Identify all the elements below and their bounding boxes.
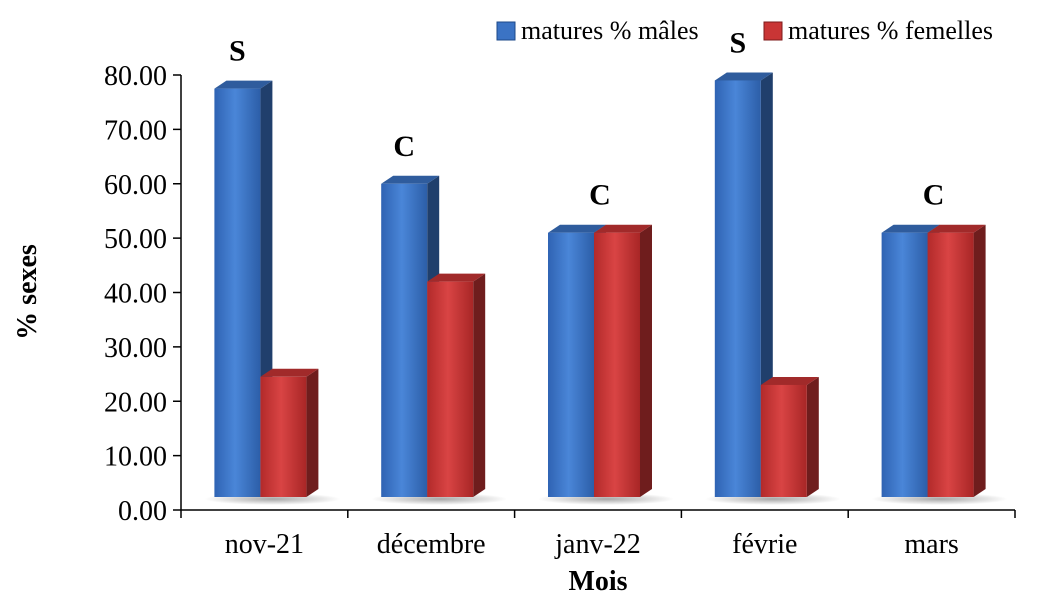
y-tick-label: 50.00 — [104, 224, 167, 255]
x-tick-label: janv-22 — [554, 529, 641, 560]
y-tick-label: 20.00 — [104, 387, 167, 418]
bar-top-face — [760, 376, 819, 385]
bar-top-face — [594, 224, 652, 233]
x-axis-ticks: nov-21 décembre janv-22 févrie mars — [180, 510, 1016, 560]
x-tick-label: nov-21 — [225, 529, 304, 560]
bar-side-face — [973, 224, 986, 497]
legend-swatch-males — [496, 21, 516, 41]
bar-front-face — [760, 384, 807, 497]
significance-label: C — [589, 179, 611, 212]
bar-front-face — [927, 232, 974, 497]
bar-top-face — [427, 273, 486, 282]
y-tick-label: 30.00 — [104, 333, 167, 364]
bar-front-face — [427, 281, 474, 497]
y-axis-title: % sexes — [12, 244, 43, 340]
y-axis-ticks: 0.00 10.00 20.00 30.00 40.00 50.00 60.00 70.00 8… — [104, 61, 181, 527]
bar-front-face — [381, 183, 428, 497]
significance-label: C — [923, 179, 945, 212]
bar-top-face — [260, 368, 319, 377]
bar — [594, 224, 652, 497]
significance-label: S — [729, 26, 746, 59]
bar — [760, 376, 819, 497]
bar-side-face — [640, 224, 652, 497]
y-tick-label: 70.00 — [104, 115, 167, 146]
bar-top-face — [548, 224, 606, 233]
bar-side-face — [806, 376, 819, 497]
y-tick-label: 10.00 — [104, 442, 167, 473]
y-tick-label: 80.00 — [104, 61, 167, 92]
significance-annotations: S C C S C — [229, 26, 944, 211]
x-tick-label: décembre — [377, 529, 486, 560]
x-tick-label: mars — [904, 529, 958, 560]
legend-item-females: matures % femelles — [763, 16, 993, 45]
bar-top-face — [381, 175, 440, 184]
significance-label: C — [393, 130, 415, 163]
bar-front-face — [260, 376, 307, 497]
bar-top-face — [881, 224, 940, 233]
bar-front-face — [714, 80, 761, 497]
bar — [927, 224, 986, 497]
y-tick-label: 40.00 — [104, 279, 167, 310]
y-tick-label: 0.00 — [118, 496, 167, 527]
legend-label-females: matures % femelles — [788, 16, 993, 45]
legend-swatch-females — [763, 21, 783, 41]
bar-front-face — [881, 232, 928, 497]
bar-side-face — [306, 368, 319, 497]
legend-item-males: matures % mâles — [496, 16, 699, 45]
bar-front-face — [548, 232, 594, 497]
legend-label-males: matures % mâles — [521, 16, 699, 45]
bar — [427, 273, 486, 497]
bar — [260, 368, 319, 497]
bar-top-face — [214, 80, 273, 89]
legend: matures % mâles matures % femelles — [496, 16, 993, 45]
y-tick-label: 60.00 — [104, 170, 167, 201]
bar-top-face — [927, 224, 986, 233]
x-tick-label: févrie — [732, 529, 797, 560]
bar-side-face — [473, 273, 486, 497]
bar-front-face — [214, 88, 261, 497]
x-axis-title: Mois — [568, 566, 627, 597]
significance-label: S — [229, 35, 246, 68]
bar-top-face — [714, 72, 773, 81]
bar-front-face — [594, 232, 640, 497]
bar-series-group — [214, 72, 986, 497]
